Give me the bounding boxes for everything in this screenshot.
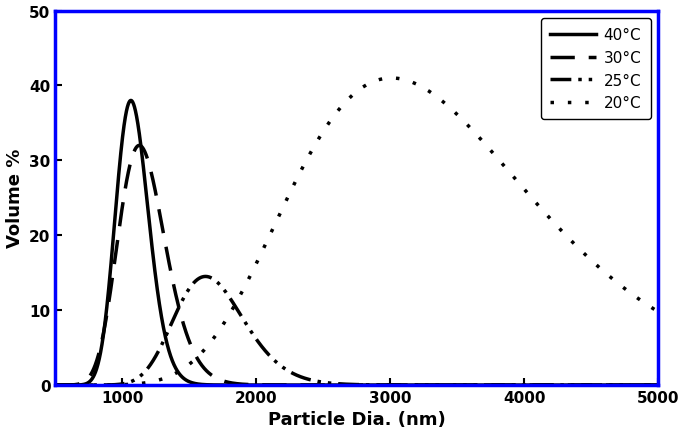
20°C — [645, 304, 653, 309]
25°C — [130, 378, 138, 383]
30°C — [135, 143, 143, 148]
30°C — [645, 382, 653, 388]
Line: 40°C: 40°C — [0, 101, 685, 385]
Line: 30°C: 30°C — [0, 146, 685, 385]
30°C — [507, 382, 515, 388]
25°C — [201, 274, 210, 279]
25°C — [645, 382, 653, 388]
30°C — [466, 382, 475, 388]
Y-axis label: Volume %: Volume % — [5, 149, 23, 248]
40°C — [466, 382, 475, 388]
Line: 25°C: 25°C — [0, 277, 685, 385]
30°C — [130, 149, 138, 154]
25°C — [292, 372, 300, 378]
25°C — [466, 382, 475, 388]
20°C — [507, 172, 515, 178]
40°C — [584, 382, 593, 388]
40°C — [645, 382, 653, 388]
40°C — [507, 382, 515, 388]
20°C — [130, 381, 138, 387]
30°C — [584, 382, 593, 388]
40°C — [127, 99, 135, 104]
20°C — [466, 126, 475, 132]
30°C — [292, 382, 300, 388]
40°C — [131, 105, 139, 111]
X-axis label: Particle Dia. (nm): Particle Dia. (nm) — [268, 411, 446, 428]
20°C — [291, 179, 299, 184]
25°C — [584, 382, 593, 388]
40°C — [292, 382, 300, 388]
20°C — [584, 255, 593, 260]
20°C — [388, 76, 396, 82]
Line: 20°C: 20°C — [0, 79, 685, 385]
Legend: 40°C, 30°C, 25°C, 20°C: 40°C, 30°C, 25°C, 20°C — [541, 19, 651, 120]
25°C — [507, 382, 515, 388]
